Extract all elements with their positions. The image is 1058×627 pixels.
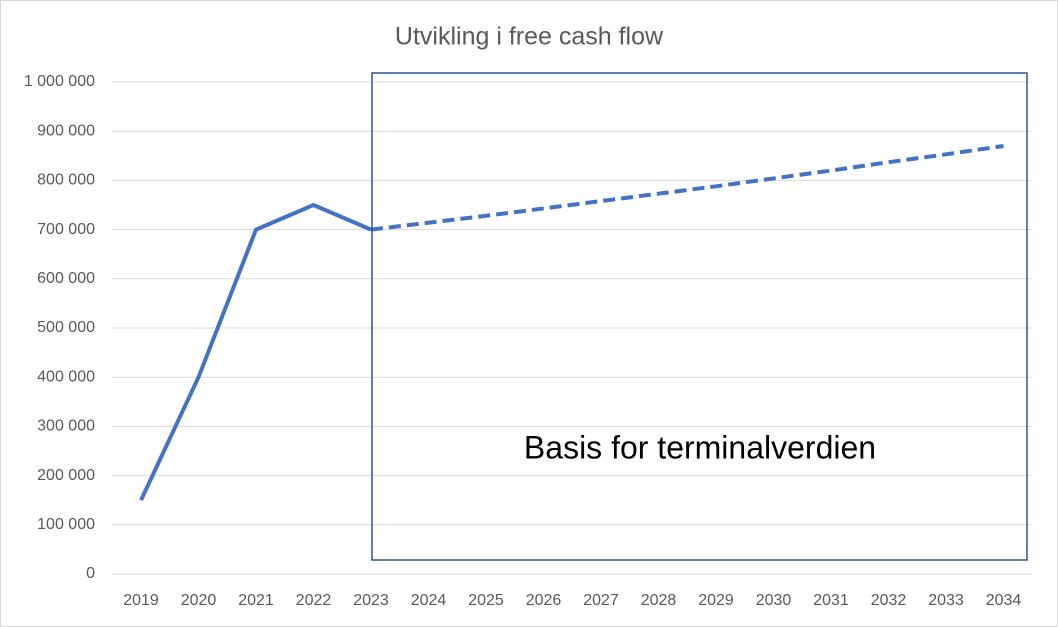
annotation-box [371,72,1028,561]
x-tick-label: 2026 [526,592,562,609]
x-tick-label: 2029 [698,592,734,609]
x-tick-label: 2025 [468,592,504,609]
x-tick-label: 2030 [756,592,792,609]
y-tick-label: 800 000 [37,172,95,189]
x-tick-label: 2027 [583,592,619,609]
y-tick-label: 200 000 [37,467,95,484]
x-tick-label: 2028 [641,592,677,609]
y-tick-label: 1 000 000 [24,73,95,90]
y-tick-label: 700 000 [37,221,95,238]
x-tick-label: 2031 [813,592,849,609]
x-tick-label: 2024 [411,592,447,609]
x-tick-label: 2032 [871,592,907,609]
y-tick-label: 400 000 [37,368,95,385]
chart-title: Utvikling i free cash flow [395,23,664,51]
x-tick-label: 2023 [353,592,389,609]
series-line [370,143,1004,232]
x-tick-label: 2033 [928,592,964,609]
y-tick-label: 0 [86,565,95,582]
y-tick-label: 100 000 [37,516,95,533]
x-tick-label: 2020 [181,592,217,609]
x-tick-label: 2034 [986,592,1022,609]
series-line [139,203,372,502]
y-tick-label: 600 000 [37,270,95,287]
annotation: Basis for terminalverdien [524,429,876,465]
x-tick-label: 2019 [123,592,159,609]
x-tick-label: 2022 [296,592,332,609]
y-tick-label: 500 000 [37,319,95,336]
y-tick-label: 900 000 [37,122,95,139]
y-tick-label: 300 000 [37,418,95,435]
x-tick-label: 2021 [238,592,274,609]
